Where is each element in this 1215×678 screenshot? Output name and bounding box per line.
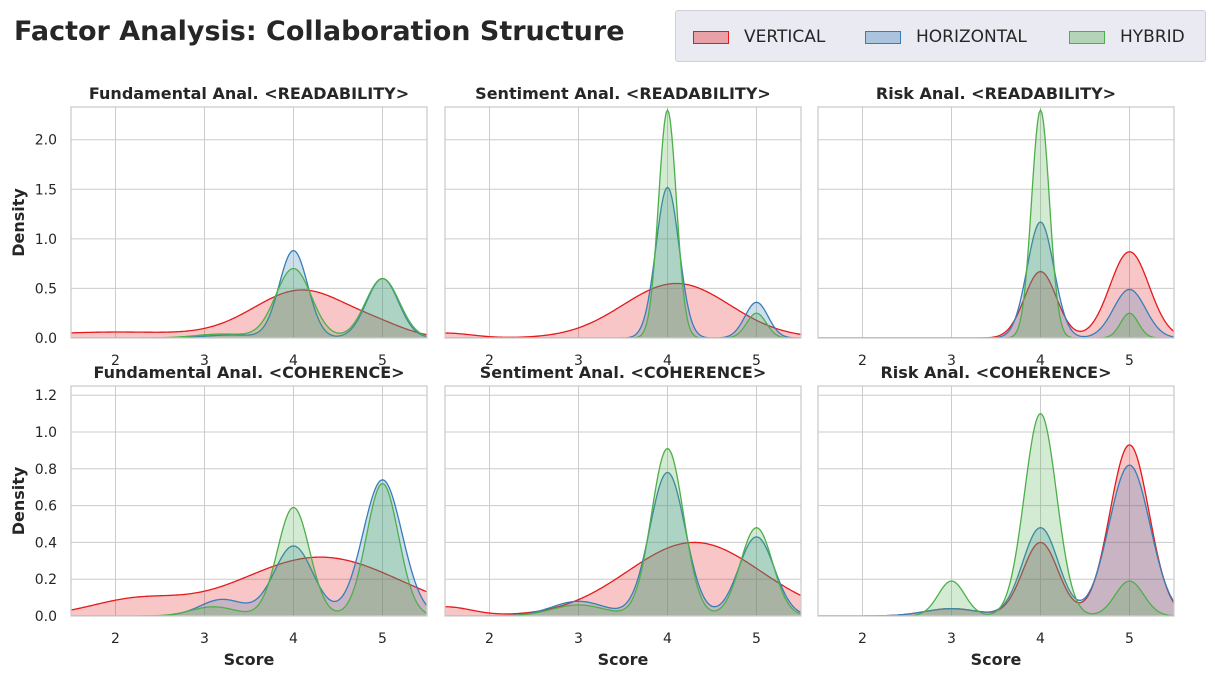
panel-1-ytick-0_0: 0.0 [35,331,57,347]
panel-4-plot-area [71,479,427,616]
panel-6-line-hybrid [818,412,1174,616]
panel-1-frame [70,106,428,339]
panel-4-ytick-0_6: 0.6 [35,499,57,515]
panel-4-area-vertical [71,557,427,616]
panel-6-area-hybrid [818,413,1174,616]
panel-3: Risk Anal. <READABILITY> 2 3 4 5 [817,84,1175,369]
panel-6-xlabel: Score [971,650,1022,669]
legend-swatch-horizontal [865,30,901,44]
panel-3-line-hybrid [818,108,1174,338]
panel-4-ytick-0_0: 0.0 [35,609,57,625]
panel-6-title: Risk Anal. <COHERENCE> [880,363,1111,382]
panel-4-line-horizontal [71,479,427,616]
panel-2-area-hybrid [445,109,801,338]
panel-6-xtick-5: 5 [1125,631,1134,647]
panel-2-area-horizontal [445,187,801,338]
panel-4-ytick-0_8: 0.8 [35,462,57,478]
panel-5-frame [444,385,802,617]
panel-4-ytick-0_2: 0.2 [35,572,57,588]
panel-4-ytick-1_0: 1.0 [35,425,57,441]
panel-1-ytick-0_5: 0.5 [35,281,57,297]
panel-1-xtick-3: 3 [200,353,209,369]
panel-1-ytick-2_0: 2.0 [35,133,57,149]
panel-1-area-vertical [71,289,427,338]
panel-1-area-hybrid [71,268,427,338]
legend-item-hybrid: HYBRID [1069,11,1185,63]
panel-1-area-horizontal [71,250,427,338]
panel-4-area-hybrid [71,483,427,616]
legend-swatch-hybrid [1069,30,1105,44]
panel-2: Sentiment Anal. <READABILITY> 2 3 4 5 [444,84,802,369]
panel-1-title: Fundamental Anal. <READABILITY> [89,84,409,103]
panel-1-ylabel: Density [9,188,28,257]
panel-1-ytick-1_0: 1.0 [35,232,57,248]
panel-5-plot-area [445,447,801,616]
panel-2-xtick-5: 5 [752,353,761,369]
panel-6-frame [817,385,1175,617]
panel-2-line-hybrid [445,108,801,338]
panel-4-xtick-5: 5 [378,631,387,647]
panel-4-line-vertical [71,556,427,611]
panel-5-xtick-4: 4 [663,631,672,647]
panel-5-xtick-2: 2 [485,631,494,647]
panel-2-xtick-4: 4 [663,353,672,369]
panel-2-area-vertical [445,283,801,338]
panel-3-xtick-2: 2 [858,353,867,369]
panel-5-xlabel: Score [598,650,649,669]
panel-3-title: Risk Anal. <READABILITY> [876,84,1116,103]
panel-4-title: Fundamental Anal. <COHERENCE> [93,363,404,382]
panel-2-xtick-3: 3 [574,353,583,369]
panel-4-ytick-1_2: 1.2 [35,388,57,404]
panel-2-title: Sentiment Anal. <READABILITY> [475,84,771,103]
panel-6-xtick-3: 3 [947,631,956,647]
panel-2-plot-area [445,108,801,338]
panel-1-line-horizontal [71,249,427,338]
panel-5: Sentiment Anal. <COHERENCE> 2 3 4 5 Score [444,363,802,669]
panel-2-line-vertical [445,282,801,338]
panel-3-xtick-5: 5 [1125,353,1134,369]
panel-6-plot-area [818,412,1174,616]
panel-3-area-horizontal [818,222,1174,338]
panel-2-xtick-2: 2 [485,353,494,369]
panel-1-xtick-4: 4 [289,353,298,369]
panel-4-ytick-0_4: 0.4 [35,535,57,551]
legend: VERTICAL HORIZONTAL HYBRID [675,10,1206,62]
panel-5-xtick-3: 3 [574,631,583,647]
panel-5-title: Sentiment Anal. <COHERENCE> [480,363,767,382]
panel-4-xlabel: Score [224,650,275,669]
panel-1-xtick-2: 2 [111,353,120,369]
panel-3-plot-area [818,108,1174,338]
legend-item-horizontal: HORIZONTAL [865,11,1027,63]
legend-item-vertical: VERTICAL [693,11,825,63]
panel-6-xtick-2: 2 [858,631,867,647]
panel-1-ytick-1_5: 1.5 [35,182,57,198]
panel-1-line-vertical [71,289,427,336]
panel-5-area-hybrid [445,448,801,616]
panel-5-xtick-5: 5 [752,631,761,647]
panel-4-frame [70,385,428,617]
panel-4-xtick-2: 2 [111,631,120,647]
panel-3-xtick-3: 3 [947,353,956,369]
panel-5-area-vertical [445,542,801,616]
panel-1-xtick-5: 5 [378,353,387,369]
figure-title: Factor Analysis: Collaboration Structure [14,16,625,47]
legend-swatch-vertical [693,30,729,44]
legend-label-vertical: VERTICAL [744,27,826,47]
panel-3-frame [817,106,1175,339]
panel-3-line-vertical [818,251,1174,338]
panel-6: Risk Anal. <COHERENCE> 2 3 4 5 Score [817,363,1175,669]
panel-1: Fundamental Anal. <READABILITY> 2 3 4 5 0.0 0.… [9,84,428,369]
panel-4-xtick-3: 3 [200,631,209,647]
panel-6-xtick-4: 4 [1036,631,1045,647]
panel-2-frame [444,106,802,339]
panel-5-area-horizontal [445,472,801,616]
panel-4-xtick-4: 4 [289,631,298,647]
panel-1-plot-area [71,249,427,338]
legend-label-hybrid: HYBRID [1120,27,1185,47]
panel-3-xtick-4: 4 [1036,353,1045,369]
panel-4: Fundamental Anal. <COHERENCE> 2 3 4 5 0.0 0.2 0… [9,363,428,669]
legend-label-horizontal: HORIZONTAL [916,27,1027,47]
panel-4-ylabel: Density [9,466,28,535]
